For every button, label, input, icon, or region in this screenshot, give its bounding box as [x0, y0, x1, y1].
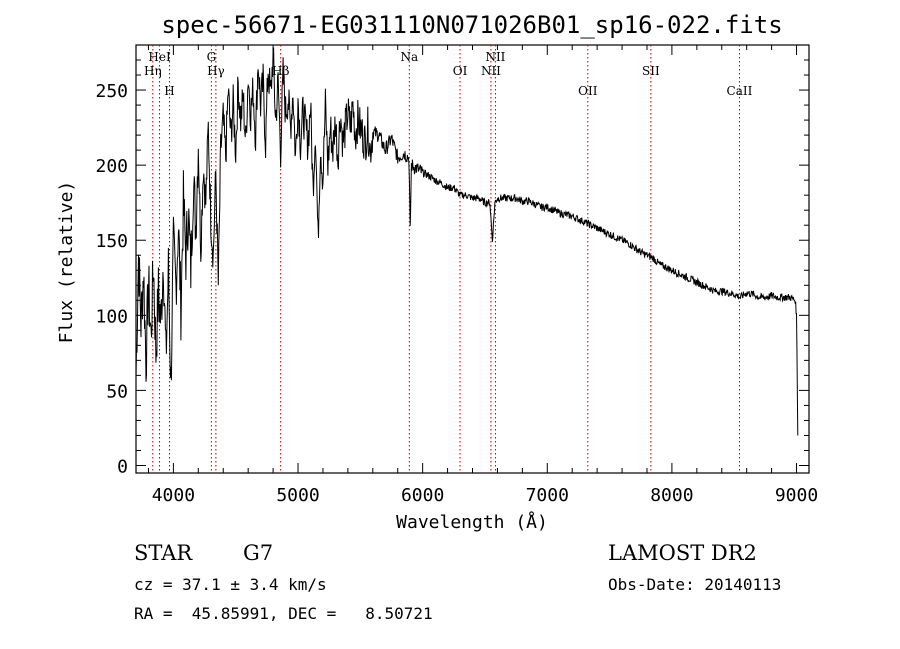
line-marker-label: G [207, 50, 217, 64]
x-tick-label: 5000 [276, 485, 319, 506]
line-marker-label: H [164, 84, 174, 98]
y-tick-label: 150 [95, 231, 128, 252]
coordinates: RA = 45.85991, DEC = 8.50721 [134, 604, 433, 623]
line-marker-label: OII [578, 84, 598, 98]
x-tick-label: 7000 [526, 485, 569, 506]
observation-date: Obs-Date: 20140113 [608, 575, 782, 594]
line-marker-label: CaII [727, 84, 753, 98]
x-axis-ticks: 4000 5000 6000 7000 8000 9000 [147, 45, 818, 506]
x-tick-label: 6000 [401, 485, 444, 506]
object-subclass: G7 [243, 541, 274, 565]
y-axis-ticks: 0 50 100 150 200 250 [95, 59, 809, 477]
line-marker-label: Hη [144, 64, 162, 78]
y-tick-label: 0 [117, 456, 128, 477]
x-tick-label: 8000 [650, 485, 693, 506]
x-axis-label: Wavelength (Å) [396, 511, 548, 533]
line-marker-label: NII [485, 50, 505, 64]
line-marker-label: SII [642, 64, 660, 78]
x-tick-label: 4000 [152, 485, 195, 506]
y-axis-label: Flux (relative) [56, 181, 77, 344]
x-tick-label: 9000 [775, 485, 818, 506]
line-marker-label: NII [481, 64, 501, 78]
y-tick-label: 50 [106, 381, 128, 402]
line-marker-label: Hγ [207, 64, 225, 78]
y-tick-label: 250 [95, 81, 128, 102]
survey-name: LAMOST DR2 [608, 541, 757, 565]
line-marker-label: Hβ [272, 64, 289, 78]
chart-title: spec-56671-EG031110N071026B01_sp16-022.f… [161, 11, 782, 39]
spectrum-line [135, 47, 799, 436]
redshift-velocity: cz = 37.1 ± 3.4 km/s [134, 575, 327, 594]
line-marker-label: Na [400, 50, 418, 64]
y-tick-label: 200 [95, 156, 128, 177]
line-marker-label: HeI [148, 50, 171, 64]
line-marker-label: OI [453, 64, 468, 78]
object-class: STAR [134, 541, 193, 565]
y-tick-label: 100 [95, 306, 128, 327]
